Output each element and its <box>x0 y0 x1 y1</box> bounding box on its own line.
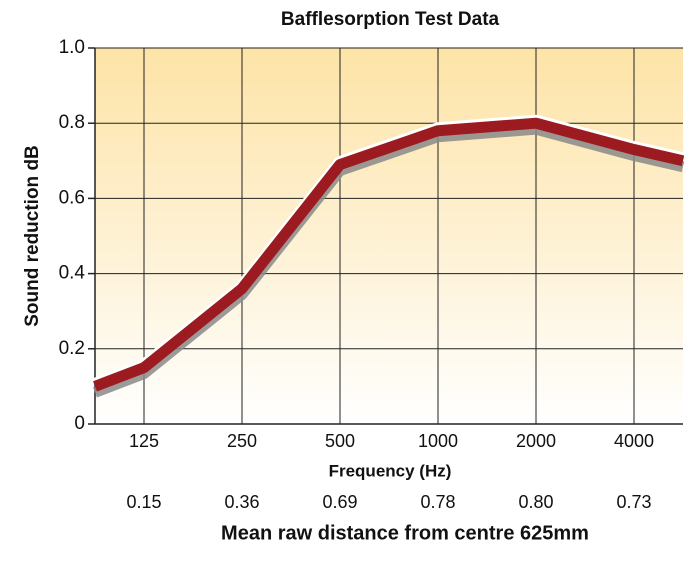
x-axis-label: Frequency (Hz) <box>329 461 452 480</box>
x-tick-label: 250 <box>227 431 257 451</box>
plot-background <box>95 48 683 424</box>
y-axis-label: Sound reduction dB <box>22 145 43 327</box>
value-label: 0.78 <box>420 492 455 512</box>
y-tick-label: 0.8 <box>59 112 85 133</box>
chart-title: Bafflesorption Test Data <box>281 9 500 30</box>
y-tick-label: 0 <box>74 413 85 434</box>
value-label: 0.15 <box>126 492 161 512</box>
y-tick-label: 0.2 <box>59 338 85 359</box>
y-tick-label: 0.4 <box>59 263 86 284</box>
y-tick-label: 1.0 <box>59 37 85 58</box>
value-labels-title: Mean raw distance from centre 625mm <box>221 522 589 544</box>
x-tick-label: 4000 <box>614 431 654 451</box>
y-tick-label: 0.6 <box>59 187 85 208</box>
x-tick-label: 125 <box>129 431 159 451</box>
value-label: 0.36 <box>224 492 259 512</box>
x-tick-label: 1000 <box>418 431 458 451</box>
x-tick-label: 500 <box>325 431 355 451</box>
value-label: 0.80 <box>518 492 553 512</box>
line <box>93 117 685 392</box>
value-label: 0.69 <box>322 492 357 512</box>
x-tick-label: 2000 <box>516 431 556 451</box>
value-label: 0.73 <box>616 492 651 512</box>
